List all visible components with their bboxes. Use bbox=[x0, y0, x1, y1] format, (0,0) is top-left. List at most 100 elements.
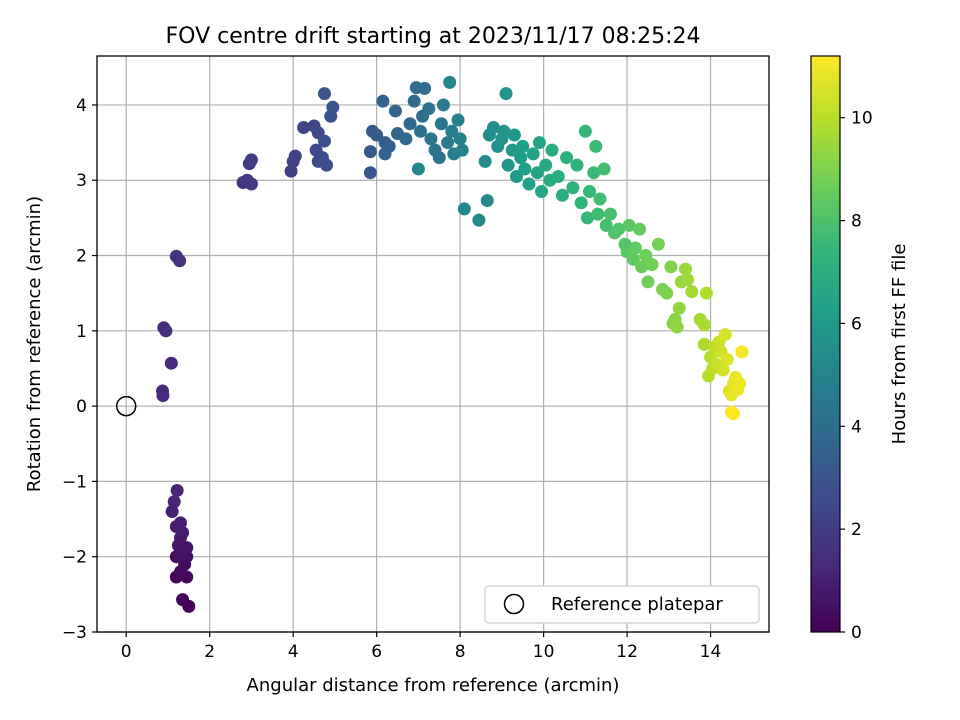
y-tick-label: 2 bbox=[76, 247, 87, 267]
data-point bbox=[718, 328, 732, 342]
data-point bbox=[699, 286, 713, 300]
data-point bbox=[297, 121, 311, 135]
scatter-points bbox=[156, 75, 749, 613]
data-point bbox=[507, 128, 521, 142]
data-point bbox=[670, 320, 684, 334]
gridlines bbox=[97, 56, 769, 633]
data-point bbox=[589, 139, 603, 153]
colorbar-ticks: 0 2 4 6 8 10 bbox=[840, 109, 873, 643]
data-point bbox=[622, 218, 636, 232]
data-point bbox=[641, 275, 655, 289]
data-point bbox=[376, 94, 390, 108]
y-tick-label: −3 bbox=[62, 623, 87, 643]
data-point bbox=[560, 151, 574, 165]
data-point bbox=[315, 151, 329, 165]
data-point bbox=[522, 177, 536, 191]
y-tick-label: 0 bbox=[76, 397, 87, 417]
data-point bbox=[180, 541, 194, 555]
y-axis-label: Rotation from reference (arcmin) bbox=[24, 196, 45, 492]
y-tick-label: −1 bbox=[62, 472, 87, 492]
colorbar-gradient bbox=[810, 55, 841, 633]
data-point bbox=[453, 132, 467, 146]
legend: Reference platepar bbox=[484, 585, 760, 624]
data-point bbox=[156, 384, 170, 398]
y-tick-label: 4 bbox=[76, 96, 87, 116]
data-point bbox=[422, 102, 436, 116]
data-point bbox=[597, 162, 611, 176]
x-tick-label: 4 bbox=[288, 642, 299, 662]
data-point bbox=[176, 593, 190, 607]
data-point bbox=[407, 94, 421, 108]
data-point bbox=[317, 87, 331, 101]
x-axis-ticks: 0 2 4 6 8 10 12 14 bbox=[121, 632, 722, 662]
data-point bbox=[284, 164, 298, 178]
data-point bbox=[516, 139, 530, 153]
data-point bbox=[451, 113, 465, 127]
data-point bbox=[418, 81, 432, 95]
data-point bbox=[593, 192, 607, 206]
data-point bbox=[436, 98, 450, 112]
colorbar-tick-label: 4 bbox=[851, 417, 862, 437]
data-point bbox=[501, 158, 515, 172]
data-point bbox=[403, 117, 417, 131]
x-tick-label: 0 bbox=[121, 642, 132, 662]
data-point bbox=[526, 147, 540, 161]
data-point bbox=[480, 194, 494, 208]
data-point bbox=[578, 124, 592, 138]
data-point bbox=[164, 356, 178, 370]
data-point bbox=[499, 87, 513, 101]
data-point bbox=[505, 143, 519, 157]
colorbar-label: Hours from first FF file bbox=[889, 244, 910, 445]
data-point bbox=[727, 407, 741, 421]
data-point bbox=[244, 177, 258, 191]
data-point bbox=[672, 301, 686, 315]
data-point bbox=[535, 185, 549, 199]
colorbar-tick-label: 0 bbox=[851, 623, 862, 643]
data-point bbox=[457, 202, 471, 216]
data-point bbox=[697, 318, 711, 332]
data-point bbox=[244, 153, 258, 167]
colorbar-tick-label: 6 bbox=[851, 314, 862, 334]
data-point bbox=[411, 162, 425, 176]
x-tick-label: 14 bbox=[700, 642, 722, 662]
data-point bbox=[478, 154, 492, 168]
data-point bbox=[157, 321, 171, 335]
data-point bbox=[633, 222, 647, 236]
data-point bbox=[628, 241, 642, 255]
data-point bbox=[545, 143, 559, 157]
reference-marker bbox=[115, 395, 137, 417]
y-tick-label: 3 bbox=[76, 171, 87, 191]
data-point bbox=[445, 124, 459, 138]
data-point bbox=[378, 147, 392, 161]
data-point bbox=[566, 181, 580, 195]
colorbar-tick-label: 10 bbox=[851, 109, 873, 129]
colorbar-tick-label: 8 bbox=[851, 212, 862, 232]
data-point bbox=[424, 132, 438, 146]
data-point bbox=[639, 249, 653, 263]
data-point bbox=[165, 505, 179, 519]
legend-box bbox=[484, 585, 760, 624]
data-point bbox=[551, 169, 565, 183]
data-point bbox=[326, 100, 340, 114]
data-point bbox=[591, 207, 605, 221]
data-point bbox=[173, 254, 187, 268]
data-point bbox=[413, 124, 427, 138]
data-point bbox=[170, 483, 184, 497]
data-point bbox=[497, 124, 511, 138]
data-point bbox=[603, 207, 617, 221]
data-point bbox=[472, 213, 486, 227]
legend-label: Reference platepar bbox=[551, 594, 723, 615]
data-point bbox=[363, 145, 377, 159]
data-point bbox=[587, 166, 601, 180]
data-point bbox=[173, 516, 187, 530]
data-point bbox=[532, 136, 546, 150]
data-point bbox=[509, 169, 523, 183]
data-point bbox=[681, 273, 695, 287]
data-point bbox=[530, 166, 544, 180]
data-point bbox=[455, 143, 469, 157]
x-tick-label: 2 bbox=[204, 642, 215, 662]
data-point bbox=[441, 136, 455, 150]
data-point bbox=[167, 495, 181, 509]
x-tick-label: 12 bbox=[616, 642, 638, 662]
data-point bbox=[288, 149, 302, 163]
